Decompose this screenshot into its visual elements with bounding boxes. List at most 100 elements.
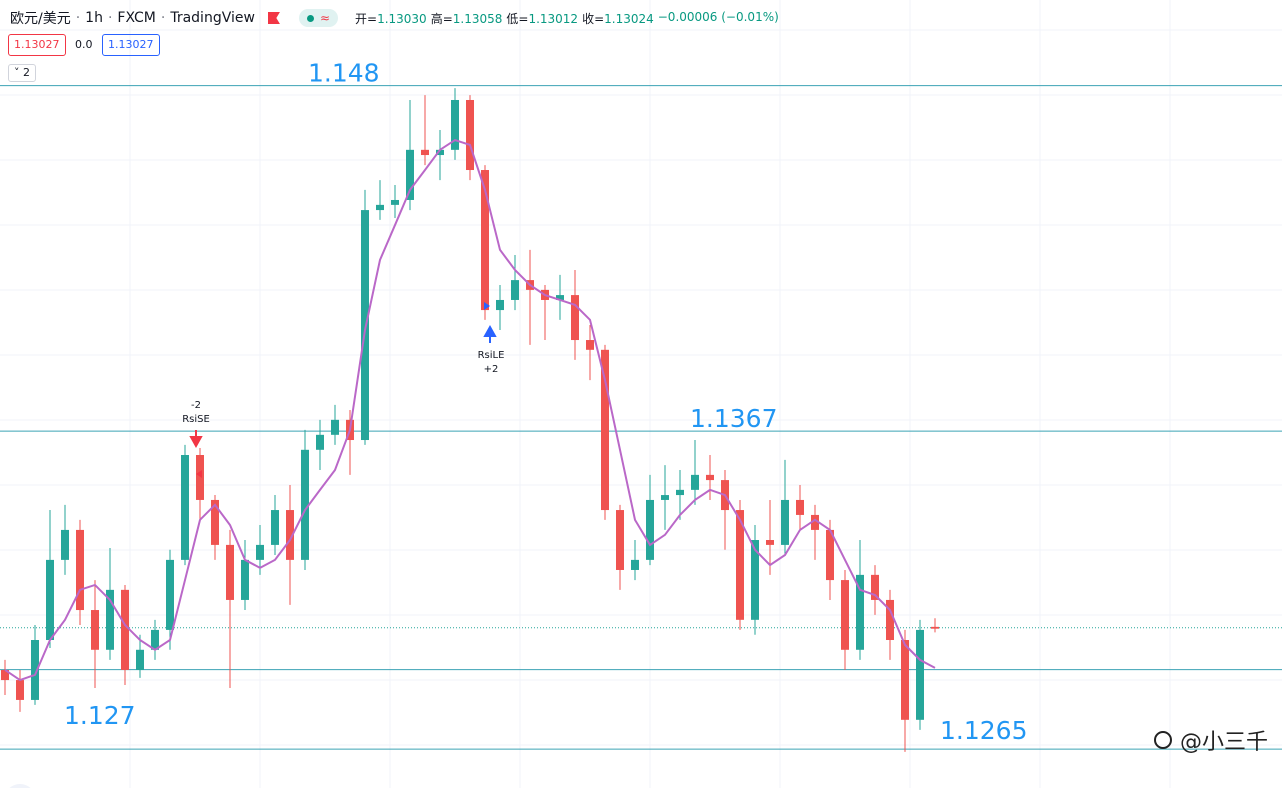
price-label: 1.1265: [940, 716, 1027, 745]
candle-body: [301, 449, 309, 560]
price-label: 1.148: [308, 59, 380, 88]
candle-body: [166, 559, 174, 630]
candle-body: [901, 640, 909, 720]
separator: ·: [160, 10, 166, 26]
status-pill[interactable]: ≈: [298, 9, 338, 27]
candle-body: [601, 349, 609, 511]
ohlc-item: 收=1.13024: [582, 10, 654, 27]
candle-body: [91, 610, 99, 650]
ohlc-item: 开=1.13030: [355, 10, 427, 27]
exchange: FXCM: [117, 10, 156, 26]
candle-body: [241, 559, 249, 600]
price-label: 1.127: [64, 701, 136, 730]
candle-body: [61, 529, 69, 560]
indicator-count: 2: [23, 66, 30, 79]
ohlc-key: 开=: [355, 11, 378, 26]
indicator-toggle[interactable]: ˅ 2: [8, 64, 36, 82]
candle-body: [481, 170, 489, 311]
candle-body: [436, 149, 444, 156]
candle-body: [616, 510, 624, 570]
candle-body: [631, 559, 639, 570]
candle-body: [226, 544, 234, 600]
signal-label: RsiLE: [478, 350, 505, 361]
candle-body: [211, 499, 219, 545]
ohlc-item: 低=1.13012: [506, 10, 578, 27]
status-dot: [306, 14, 314, 22]
candle-body: [811, 514, 819, 530]
signal-arrow: [189, 430, 203, 449]
candle-body: [511, 280, 519, 300]
candle-body: [556, 295, 564, 300]
candle-body: [886, 599, 894, 641]
candle-body: [136, 649, 144, 670]
interval[interactable]: 1h: [85, 10, 103, 26]
candle-body: [46, 559, 54, 641]
candle-body: [841, 580, 849, 650]
candle-body: [361, 210, 369, 441]
candle-body: [16, 680, 24, 700]
candle-body: [451, 99, 459, 150]
buy-button[interactable]: 1.13027: [102, 34, 160, 56]
ohlc-value: 1.13058: [452, 11, 503, 26]
approx: ≈: [319, 11, 330, 25]
candle-body: [766, 540, 774, 545]
candle-body: [1, 669, 9, 681]
candle-body: [406, 149, 414, 200]
signal-qty: +2: [484, 364, 499, 375]
candle-body: [781, 499, 789, 545]
ohlc-key: 低=: [506, 11, 529, 26]
candle-body: [316, 434, 324, 450]
price-label: 1.1367: [690, 404, 777, 433]
candle-body: [286, 510, 294, 560]
ohlc-item: 高=1.13058: [431, 10, 503, 27]
ohlc-key: 高=: [430, 11, 453, 26]
candle-body: [916, 629, 924, 720]
candle-body: [676, 489, 684, 496]
candle-body: [31, 640, 39, 700]
candle-body: [871, 574, 879, 600]
corner-button[interactable]: [4, 784, 36, 788]
spread: 0.0: [75, 38, 93, 51]
separator: ·: [75, 10, 81, 26]
candle-body: [391, 199, 399, 205]
candle-body: [796, 499, 804, 515]
symbol[interactable]: 欧元/美元: [10, 11, 71, 27]
sell-button[interactable]: 1.13027: [8, 34, 66, 56]
candle-body: [586, 340, 594, 350]
ohlc-value: 1.13024: [604, 11, 654, 26]
candle-body: [736, 510, 744, 620]
ohlc-value: 1.13030: [377, 11, 427, 26]
candle-body: [76, 529, 84, 611]
candle-body: [421, 149, 429, 156]
candle-body: [466, 99, 474, 171]
watermark-text: @小三千: [1179, 730, 1268, 755]
ohlc: 开=1.13030 高=1.13058 低=1.13012 收=1.13024 −0.0…: [355, 10, 779, 27]
candle-body: [271, 510, 279, 545]
candle-body: [856, 574, 864, 650]
source: TradingView: [170, 10, 255, 26]
candle-body: [931, 626, 939, 629]
flag-icon[interactable]: [267, 12, 280, 24]
candle-body: [826, 529, 834, 581]
candle-body: [751, 540, 759, 620]
candle-body: [691, 474, 699, 490]
candle-body: [661, 495, 669, 500]
candle-body: [331, 419, 339, 435]
candle-body: [256, 544, 264, 560]
ohlc-key: 收=: [582, 11, 605, 26]
signal-arrow: [483, 324, 497, 343]
candle-body: [151, 629, 159, 650]
watermark: @小三千: [1152, 724, 1268, 756]
candle-body: [571, 295, 579, 341]
moving-average: [4, 138, 936, 682]
candle-body: [106, 589, 114, 650]
candle-body: [181, 455, 189, 560]
candle-body: [121, 589, 129, 670]
separator: ·: [107, 10, 113, 26]
header: 欧元/美元 · 1h · FXCM · TradingView ≈ 开=1.13…: [10, 8, 779, 28]
watermark-icon: [1153, 731, 1172, 749]
change: −0.00006 (−0.01%): [657, 9, 779, 24]
signal-label: RsiSE: [182, 414, 210, 425]
